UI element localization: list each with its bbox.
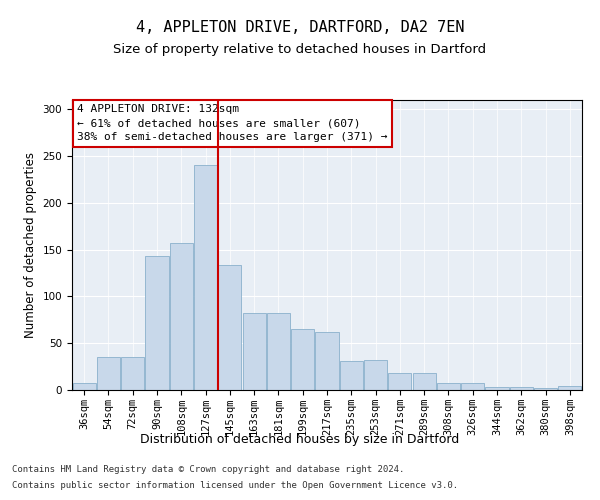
Bar bbox=[242, 314, 266, 390]
Bar bbox=[267, 314, 290, 390]
Bar bbox=[388, 373, 412, 390]
Bar bbox=[559, 386, 581, 390]
Bar bbox=[413, 373, 436, 390]
Bar bbox=[145, 256, 169, 390]
Bar bbox=[485, 387, 509, 390]
Text: 4, APPLETON DRIVE, DARTFORD, DA2 7EN: 4, APPLETON DRIVE, DARTFORD, DA2 7EN bbox=[136, 20, 464, 35]
Text: Size of property relative to detached houses in Dartford: Size of property relative to detached ho… bbox=[113, 42, 487, 56]
Bar bbox=[291, 329, 314, 390]
Bar bbox=[510, 387, 533, 390]
Bar bbox=[170, 243, 193, 390]
Bar bbox=[340, 361, 363, 390]
Bar bbox=[316, 332, 338, 390]
Bar bbox=[121, 358, 144, 390]
Y-axis label: Number of detached properties: Number of detached properties bbox=[24, 152, 37, 338]
Bar bbox=[218, 264, 241, 390]
Bar bbox=[437, 384, 460, 390]
Bar bbox=[461, 384, 484, 390]
Bar bbox=[97, 358, 120, 390]
Text: Contains HM Land Registry data © Crown copyright and database right 2024.: Contains HM Land Registry data © Crown c… bbox=[12, 466, 404, 474]
Bar bbox=[73, 382, 95, 390]
Bar bbox=[364, 360, 387, 390]
Text: Distribution of detached houses by size in Dartford: Distribution of detached houses by size … bbox=[140, 432, 460, 446]
Text: Contains public sector information licensed under the Open Government Licence v3: Contains public sector information licen… bbox=[12, 480, 458, 490]
Bar bbox=[194, 164, 217, 390]
Bar bbox=[534, 388, 557, 390]
Text: 4 APPLETON DRIVE: 132sqm
← 61% of detached houses are smaller (607)
38% of semi-: 4 APPLETON DRIVE: 132sqm ← 61% of detach… bbox=[77, 104, 388, 142]
